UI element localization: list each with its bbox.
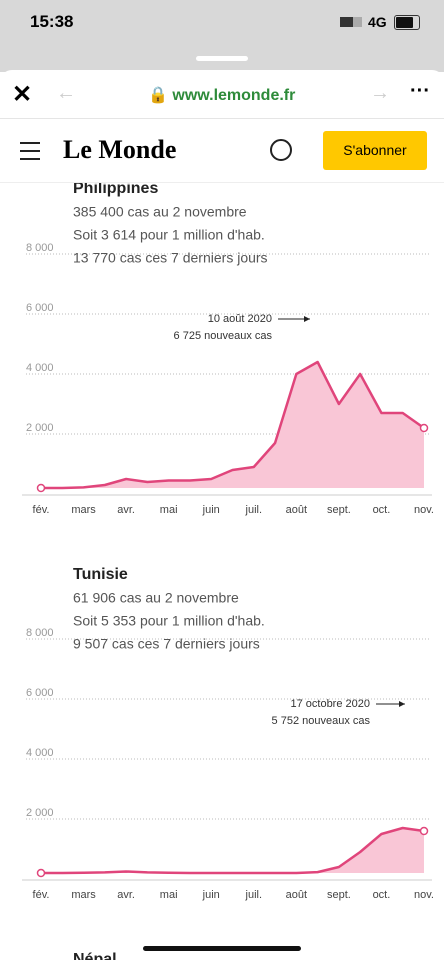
- x-tick-label: sept.: [327, 504, 351, 516]
- annotation: 10 août 2020: [208, 313, 272, 325]
- area: [41, 362, 424, 488]
- url[interactable]: 🔒 www.lemonde.fr: [148, 87, 296, 104]
- x-tick-label: nov.: [414, 889, 434, 901]
- annotation: 6 725 nouveaux cas: [174, 330, 273, 342]
- y-tick-label: 6 000: [26, 687, 54, 699]
- y-tick-label: 4 000: [26, 747, 54, 759]
- account-icon[interactable]: [270, 139, 292, 161]
- network: 4G: [368, 14, 387, 30]
- x-tick-label: août: [286, 889, 307, 901]
- y-tick-label: 8 000: [26, 627, 54, 639]
- x-tick-label: mars: [71, 504, 96, 516]
- y-tick-label: 6 000: [26, 302, 54, 314]
- end-point: [419, 423, 429, 433]
- y-tick-label: 4 000: [26, 362, 54, 374]
- menu-dots[interactable]: ···: [410, 80, 430, 102]
- arrow-head: [399, 701, 405, 707]
- end-point: [419, 826, 429, 836]
- x-tick-label: avr.: [117, 889, 135, 901]
- battery: [394, 15, 420, 30]
- chart-title: Tunisie: [73, 566, 128, 583]
- chart-note: 61 906 cas au 2 novembre: [73, 590, 239, 606]
- browser-bar: [0, 70, 444, 119]
- next-title: Népal: [73, 951, 117, 960]
- forward[interactable]: →: [370, 82, 390, 104]
- grabber: [196, 56, 248, 61]
- chart-title: Philippines: [73, 180, 158, 197]
- x-tick-label: nov.: [414, 504, 434, 516]
- line: [41, 360, 425, 490]
- chart-note: 13 770 cas ces 7 derniers jours: [73, 250, 268, 266]
- line: [41, 826, 425, 875]
- x-tick-label: août: [286, 504, 307, 516]
- end-point: [36, 483, 46, 493]
- signal: [340, 17, 362, 27]
- x-tick-label: juin: [202, 889, 220, 901]
- x-tick-label: mars: [71, 889, 96, 901]
- x-tick-label: mai: [160, 889, 178, 901]
- status-area: [0, 0, 444, 72]
- time: 15:38: [30, 12, 74, 31]
- chart-note: 9 507 cas ces 7 derniers jours: [73, 636, 260, 652]
- annotation: 17 octobre 2020: [290, 698, 370, 710]
- hamburger[interactable]: [20, 142, 40, 160]
- subscribe-button[interactable]: S'abonner: [323, 131, 427, 170]
- chart-note: Soit 3 614 pour 1 million d'hab.: [73, 227, 265, 243]
- y-tick-label: 2 000: [26, 807, 54, 819]
- chart-note: 385 400 cas au 2 novembre: [73, 204, 247, 220]
- x-tick-label: fév.: [33, 889, 50, 901]
- end-point: [36, 868, 46, 878]
- y-tick-label: 2 000: [26, 422, 54, 434]
- y-tick-label: 8 000: [26, 242, 54, 254]
- area: [41, 828, 424, 873]
- logo[interactable]: Le Monde: [63, 135, 177, 164]
- close[interactable]: ✕: [12, 81, 33, 108]
- arrow-head: [304, 316, 310, 322]
- x-tick-label: mai: [160, 504, 178, 516]
- chart-note: Soit 5 353 pour 1 million d'hab.: [73, 613, 265, 629]
- x-tick-label: fév.: [33, 504, 50, 516]
- x-tick-label: sept.: [327, 889, 351, 901]
- x-tick-label: juin: [202, 504, 220, 516]
- x-tick-label: juil.: [245, 504, 263, 516]
- x-tick-label: avr.: [117, 504, 135, 516]
- annotation: 5 752 nouveaux cas: [272, 715, 371, 727]
- url-text: www.lemonde.fr: [172, 87, 296, 104]
- home-indicator: [143, 946, 301, 951]
- x-tick-label: juil.: [245, 889, 263, 901]
- x-tick-label: oct.: [373, 504, 391, 516]
- back[interactable]: ←: [56, 82, 76, 104]
- x-tick-label: oct.: [373, 889, 391, 901]
